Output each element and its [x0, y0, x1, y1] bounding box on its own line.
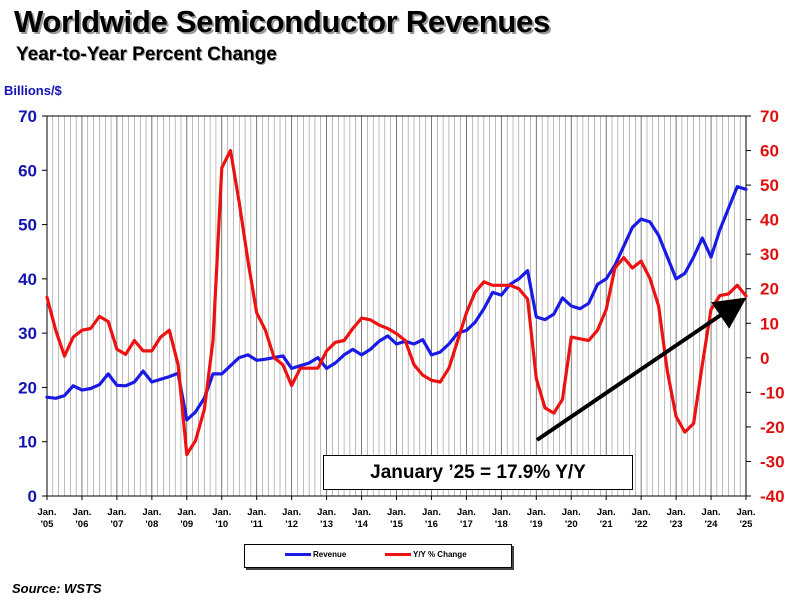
- x-axis-tick-label: '07: [110, 519, 123, 530]
- right-axis-tick-label: -10: [760, 383, 785, 402]
- legend-label-revenue: Revenue: [313, 550, 347, 559]
- x-axis-tick-label: Jan.: [422, 507, 441, 518]
- x-axis-tick-label: '09: [180, 519, 193, 530]
- right-axis-tick-label: -40: [760, 487, 785, 506]
- x-axis-tick-label: Jan.: [387, 507, 406, 518]
- right-axis-tick-label: 0: [760, 349, 769, 368]
- x-axis-tick-label: Jan.: [352, 507, 371, 518]
- x-axis-tick-label: Jan.: [107, 507, 126, 518]
- x-axis-tick-label: Jan.: [212, 507, 231, 518]
- left-axis-tick-label: 60: [18, 161, 37, 180]
- x-axis-tick-label: Jan.: [667, 507, 686, 518]
- x-axis-tick-label: '17: [460, 519, 473, 530]
- x-axis-tick-label: '16: [425, 519, 438, 530]
- legend-item-yoy: Y/Y % Change: [385, 550, 467, 559]
- left-axis-tick-label: 10: [18, 433, 37, 452]
- right-axis-tick-label: 10: [760, 314, 779, 333]
- x-axis-tick-label: Jan.: [317, 507, 336, 518]
- left-axis-tick-label: 50: [18, 216, 37, 235]
- x-axis-tick-label: '20: [565, 519, 578, 530]
- left-axis-tick-label: 40: [18, 270, 37, 289]
- chart-title: Worldwide Semiconductor Revenues: [14, 4, 550, 39]
- x-axis-tick-label: Jan.: [562, 507, 581, 518]
- x-axis-tick-label: '25: [740, 519, 754, 530]
- left-axis-tick-label: 20: [18, 378, 37, 397]
- x-axis-tick-label: Jan.: [142, 507, 161, 518]
- legend: Revenue Y/Y % Change: [244, 544, 512, 568]
- x-axis-tick-label: '18: [495, 519, 508, 530]
- x-axis-tick-label: '21: [600, 519, 614, 530]
- trend-arrow: [535, 297, 747, 442]
- x-axis-tick-label: Jan.: [177, 507, 196, 518]
- x-axis-tick-label: '19: [530, 519, 543, 530]
- right-axis-tick-label: -20: [760, 418, 785, 437]
- x-axis-tick-label: '15: [390, 519, 404, 530]
- legend-swatch-yoy: [385, 553, 411, 557]
- x-axis-tick-label: Jan.: [736, 507, 755, 518]
- legend-item-revenue: Revenue: [285, 550, 346, 559]
- x-axis-tick-label: '05: [41, 519, 55, 530]
- left-axis-tick-label: 30: [18, 324, 37, 343]
- left-axis-tick-label: 0: [28, 487, 37, 506]
- right-axis-tick-label: 70: [760, 107, 779, 126]
- x-axis-tick-label: '11: [251, 519, 264, 530]
- annotation-box: January ’25 = 17.9% Y/Y: [323, 455, 633, 490]
- x-axis-tick-label: Jan.: [282, 507, 301, 518]
- revenue-series-line: [45, 185, 748, 422]
- source-note: Source: WSTS: [12, 581, 102, 596]
- x-axis-tick-label: '06: [76, 519, 89, 530]
- right-axis-tick-label: 40: [760, 211, 779, 230]
- x-axis-tick-label: Jan.: [247, 507, 266, 518]
- right-axis-tick-label: -30: [760, 452, 785, 471]
- x-axis-tick-label: '22: [635, 519, 648, 530]
- x-axis-tick-label: Jan.: [72, 507, 91, 518]
- x-axis-tick-label: '14: [355, 519, 369, 530]
- legend-swatch-revenue: [285, 553, 311, 557]
- right-axis-tick-label: 20: [760, 280, 779, 299]
- x-axis-tick-label: Jan.: [527, 507, 546, 518]
- x-axis-tick-label: '23: [670, 519, 683, 530]
- left-axis-tick-label: 70: [18, 107, 37, 126]
- right-axis-tick-label: 60: [760, 142, 779, 161]
- x-axis-tick-label: Jan.: [597, 507, 616, 518]
- legend-label-yoy: Y/Y % Change: [413, 550, 467, 559]
- x-axis-tick-label: Jan.: [457, 507, 476, 518]
- yoy-change-series-line: [45, 148, 748, 457]
- x-axis-tick-label: '12: [285, 519, 298, 530]
- x-axis-tick-label: Jan.: [702, 507, 721, 518]
- chart-subtitle: Year-to-Year Percent Change: [16, 44, 277, 65]
- x-axis-tick-label: Jan.: [37, 507, 56, 518]
- right-axis-tick-label: 30: [760, 245, 779, 264]
- x-axis-tick-label: '08: [145, 519, 158, 530]
- x-axis-tick-label: '13: [320, 519, 333, 530]
- x-axis-tick-label: Jan.: [632, 507, 651, 518]
- x-axis-tick-label: Jan.: [492, 507, 511, 518]
- right-axis-tick-label: 50: [760, 176, 779, 195]
- left-axis-unit-label: Billions/$: [4, 83, 62, 98]
- x-axis-tick-label: '24: [705, 519, 719, 530]
- x-axis-tick-label: '10: [215, 519, 228, 530]
